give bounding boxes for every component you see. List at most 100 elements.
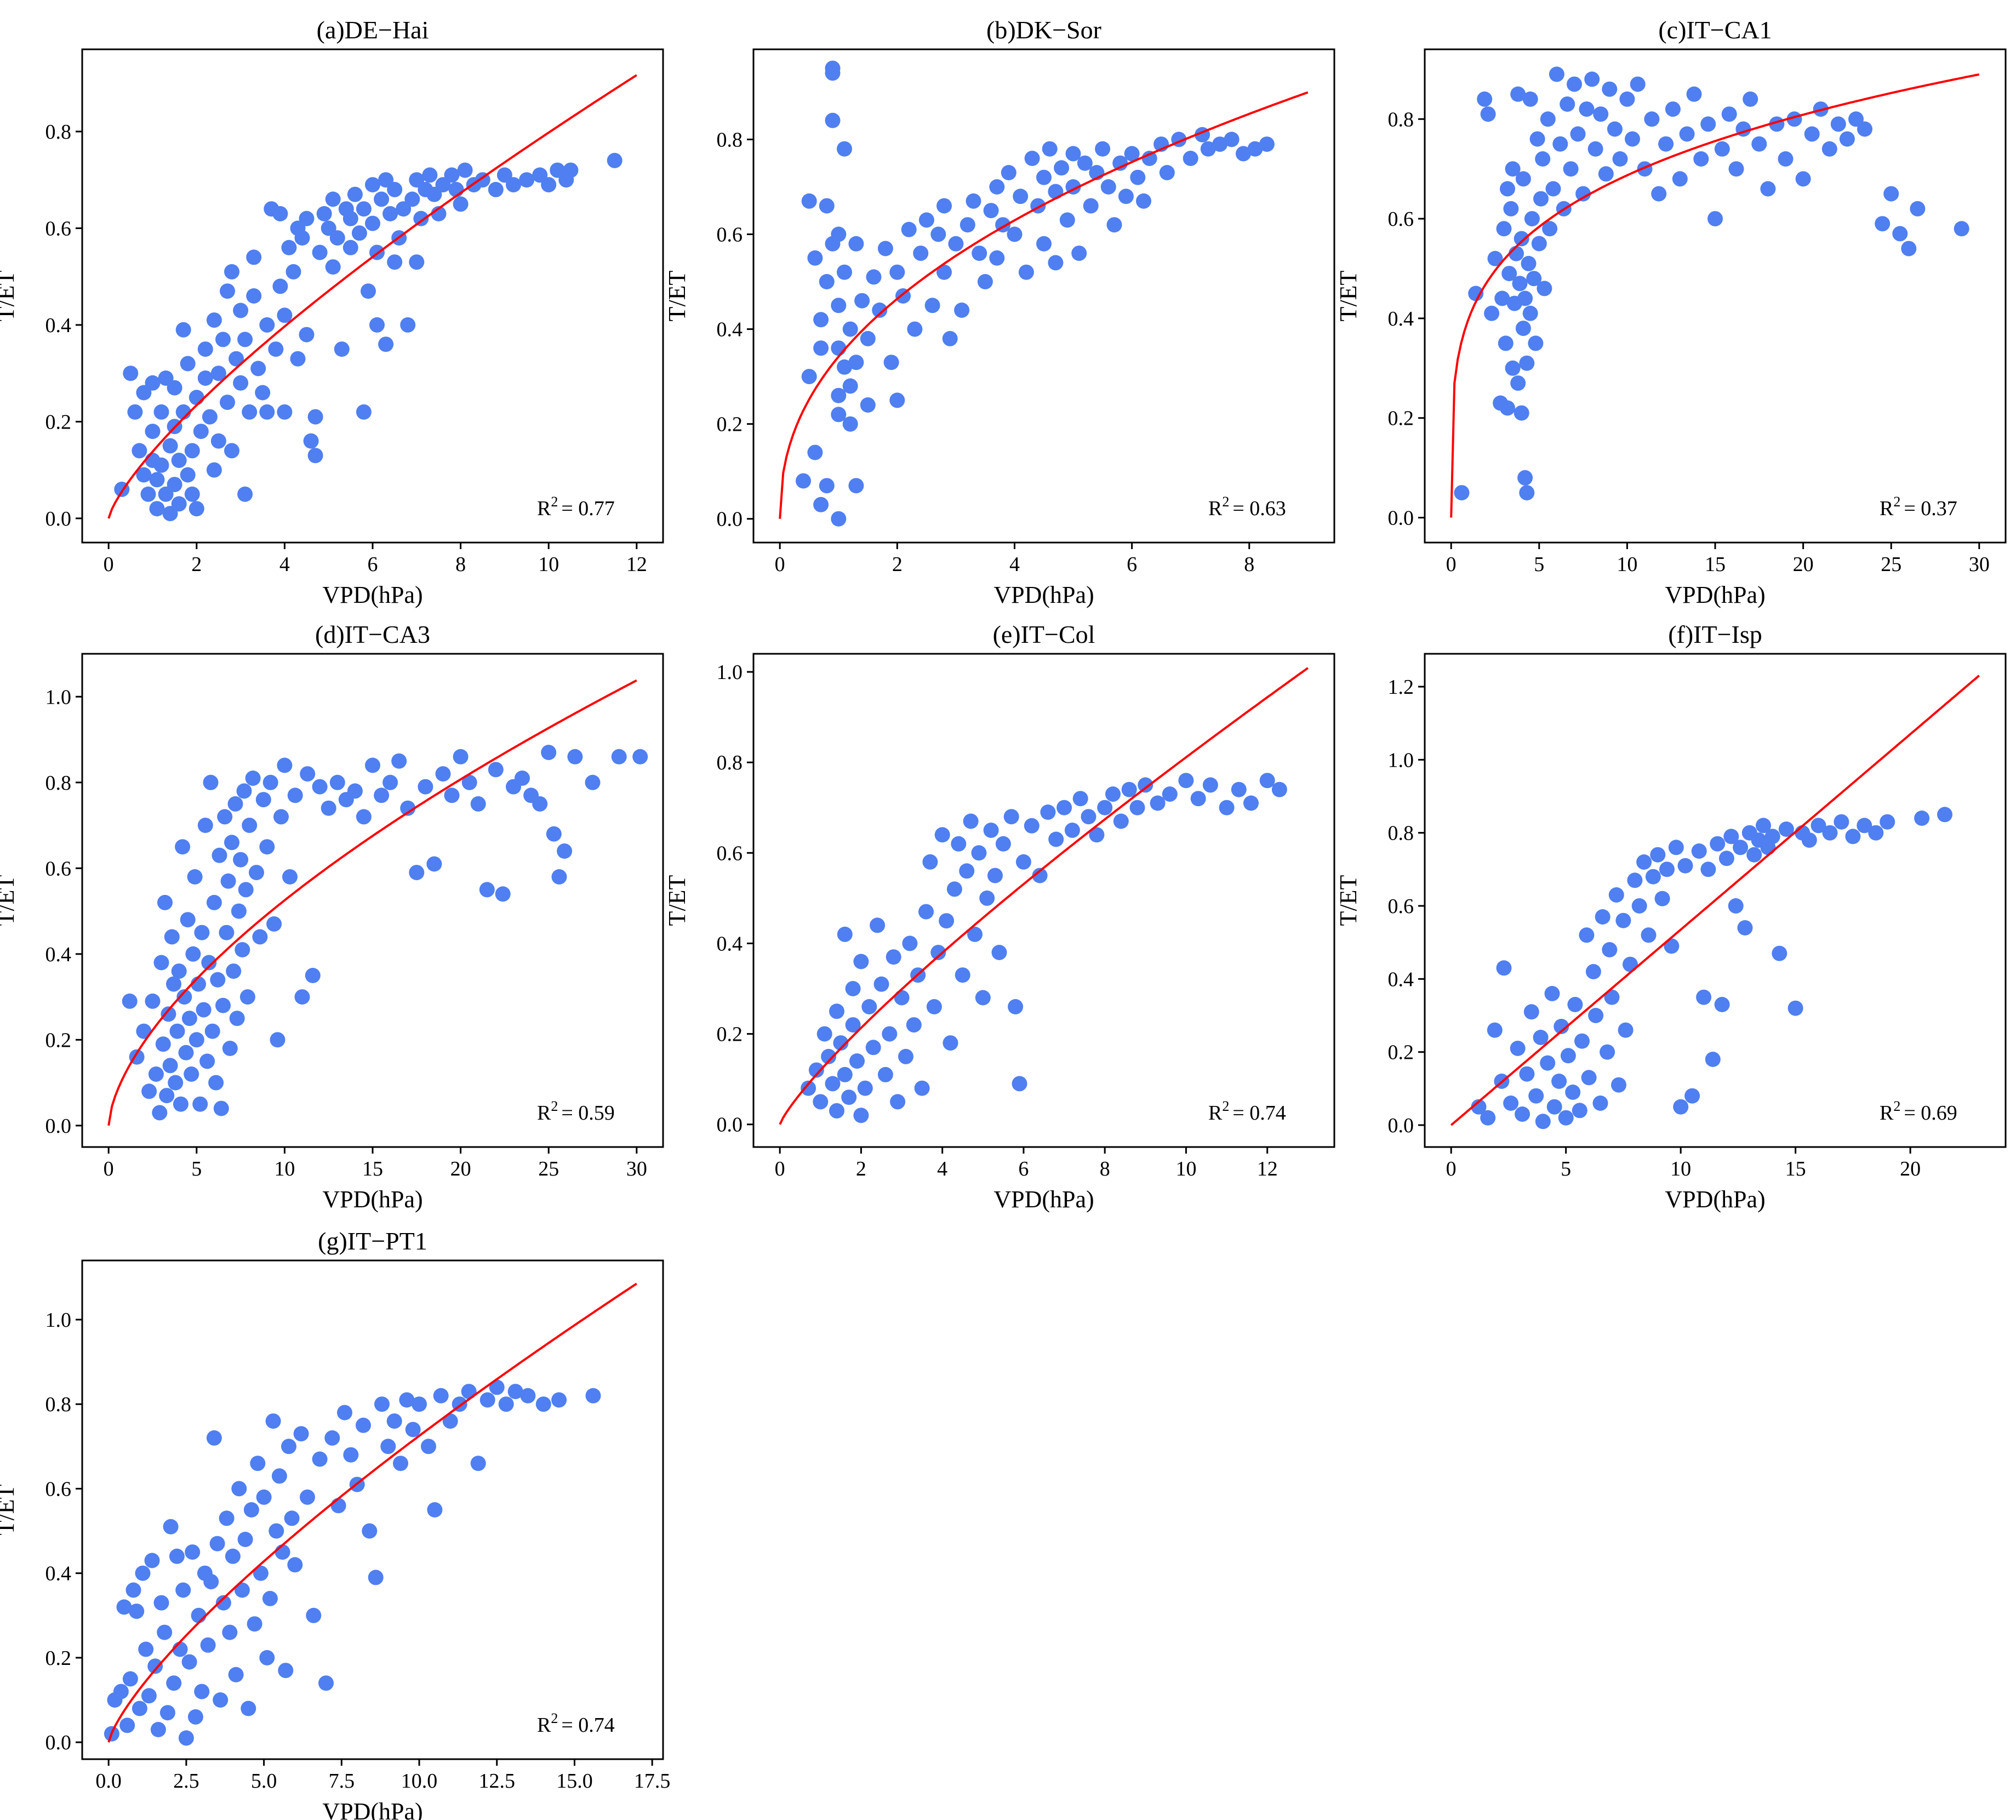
scatter-point [1159,165,1175,180]
x-tick-label: 2 [856,1157,866,1180]
scatter-point [1519,1066,1535,1082]
x-tick-label: 15 [1785,1157,1806,1180]
scatter-point [1554,1019,1569,1034]
scatter-point [193,424,209,440]
scatter-point [164,929,180,945]
y-tick-label: 0.8 [1388,822,1414,845]
scatter-point [224,443,239,459]
y-tick-label: 0.6 [717,224,743,247]
scatter-point [1077,155,1093,171]
scatter-point [262,1590,278,1606]
scatter-point [226,963,242,979]
x-tick-label: 12 [626,553,647,576]
scatter-point [161,1006,176,1022]
scatter-point [433,1388,449,1403]
scatter-point [250,361,266,376]
scatter-point [1200,141,1216,157]
scatter-point [241,1701,256,1716]
scatter-point [983,203,999,219]
scatter-point [1607,121,1623,137]
scatter-point [206,894,222,910]
scatter-point [187,869,203,885]
fit-curve [779,667,1309,1125]
scatter-point [860,397,876,413]
scatter-point [307,448,323,464]
scatter-point [125,1582,141,1598]
scatter-point [1804,126,1820,142]
scatter-point [1883,186,1899,202]
scatter-point [1065,146,1081,162]
scatter-point [312,244,328,260]
scatter-point [266,916,282,932]
scatter-point [225,1548,241,1564]
x-tick-label: 12.5 [478,1770,515,1793]
scatter-point [242,818,258,833]
scatter-point [841,1089,857,1105]
y-tick-label: 0.6 [717,842,743,865]
scatter-point [989,179,1005,195]
scatter-point [563,162,579,178]
scatter-point [1593,106,1609,122]
scatter-point [324,1430,340,1446]
y-tick-label: 0.6 [45,857,72,880]
scatter-point [808,1062,824,1078]
scatter-point [954,303,970,318]
scatter-point [159,1088,175,1104]
scatter-point [272,278,288,294]
scatter-point [250,1456,266,1471]
scatter-point [979,890,995,906]
scatter-point [1588,1008,1604,1023]
x-tick-label: 0 [104,553,114,576]
scatter-point [987,868,1003,883]
scatter-point [189,501,204,517]
scatter-point [1007,226,1023,242]
scatter-point [865,1040,881,1056]
scatter-point [1468,286,1484,301]
panel-title: (d)IT−CA3 [315,620,430,648]
scatter-point [1733,840,1749,855]
scatter-point [1515,1106,1530,1122]
scatter-point [541,745,557,760]
scatter-point [228,1667,244,1682]
scatter-point [496,167,512,183]
scatter-point [1097,800,1113,815]
scatter-point [1124,146,1140,162]
scatter-point [1224,132,1240,147]
x-tick-label: 6 [1018,1157,1029,1180]
scatter-point [1778,821,1794,837]
scatter-point [1183,151,1198,166]
x-tick-label: 20 [1900,1157,1921,1180]
y-tick-label: 1.0 [717,661,743,684]
scatter-point [889,264,905,280]
scatter-point [351,225,367,241]
scatter-point [145,375,161,391]
scatter-point [444,167,460,183]
scatter-point [189,390,204,406]
scatter-point [1560,96,1575,112]
scatter-point [421,1439,436,1454]
scatter-point [1751,136,1767,152]
x-tick-label: 5 [1561,1157,1571,1180]
r2-annotation: R2 = 0.59 [537,1098,615,1125]
scatter-point [829,1003,844,1019]
scatter-point [902,935,918,951]
scatter-point [442,1413,458,1429]
scatter-point [1710,836,1726,852]
scatter-point [180,467,196,483]
r2-annotation: R2 = 0.37 [1880,494,1957,520]
scatter-point [1684,1088,1700,1104]
y-tick-label: 0.8 [717,128,743,151]
scatter-point [153,1595,169,1611]
scatter-point [1587,141,1603,157]
scatter-point [1728,161,1744,177]
x-tick-label: 2.5 [173,1770,199,1793]
scatter-point [796,473,811,489]
scatter-point [946,881,962,897]
scatter-point [1651,186,1667,202]
scatter-point [435,766,451,782]
scatter-point [1048,831,1064,847]
y-tick-label: 0.0 [717,508,743,531]
scatter-point [1619,91,1635,107]
scatter-point [889,392,905,408]
